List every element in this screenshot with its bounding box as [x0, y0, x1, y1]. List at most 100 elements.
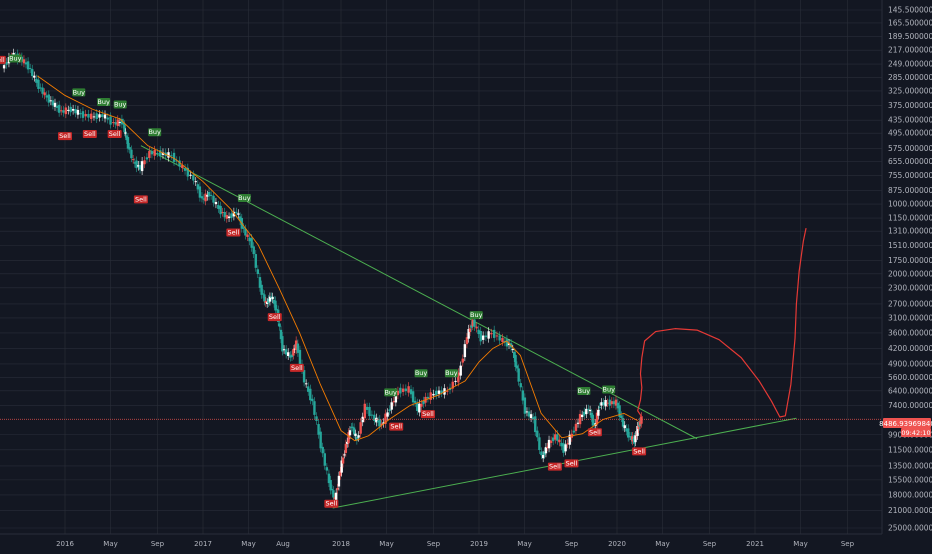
sell-signal: Sell: [267, 313, 282, 322]
candle-body: [290, 354, 294, 358]
candle-body: [566, 443, 569, 445]
candle-body: [145, 157, 149, 160]
candle-body: [87, 113, 90, 118]
sell-signal-badge: [58, 132, 72, 141]
candle-body: [529, 414, 533, 419]
price-axis-panel[interactable]: [882, 0, 932, 550]
candle-body: [490, 332, 493, 335]
candle-body: [420, 403, 423, 407]
time-tick-label: Sep: [565, 540, 579, 548]
candle-body: [278, 323, 281, 327]
candle-body: [235, 211, 238, 214]
candle-body: [284, 349, 288, 355]
sell-signal-badge: [587, 428, 602, 437]
candle-body: [365, 406, 369, 410]
candle-body: [554, 434, 557, 440]
price-tick-label: 2700.00000000: [888, 299, 932, 308]
candle-body: [432, 393, 435, 396]
candle-body: [640, 416, 643, 424]
time-tick-label: 2017: [194, 540, 212, 548]
price-tick-label: 1000.00000000: [888, 200, 932, 209]
candle-body: [519, 383, 522, 388]
candle-body: [595, 412, 599, 425]
candle-body: [95, 113, 98, 120]
candle-body: [202, 198, 206, 200]
candle-body: [319, 431, 322, 449]
candle-body: [514, 354, 517, 367]
sell-signal: Sell: [389, 422, 404, 431]
candle-body: [138, 165, 142, 170]
candle-body: [568, 434, 571, 445]
price-tick-label: 21000.00000000: [888, 506, 932, 515]
price-tick-label: 2300.00000000: [888, 283, 932, 292]
candle-body: [340, 460, 343, 473]
sell-signal-badge: [0, 55, 6, 64]
candle-body: [125, 135, 128, 141]
candle-body: [344, 443, 348, 453]
time-axis-panel[interactable]: [0, 534, 882, 550]
candle-body: [546, 446, 549, 448]
candle-body: [148, 151, 151, 158]
candle-body: [355, 436, 359, 441]
candle-body: [268, 296, 272, 302]
candle-body: [339, 471, 342, 476]
candle-body: [214, 201, 218, 205]
candle-body: [181, 165, 184, 169]
candle-body: [614, 399, 618, 406]
candle-body: [621, 418, 625, 427]
sell-signal-badge: [547, 462, 562, 471]
price-tick-label: 1310.00000000: [888, 227, 932, 236]
buy-signal-text: Buy: [73, 88, 86, 96]
candle-body: [477, 329, 480, 335]
buy-signal: Buy: [384, 388, 398, 397]
candle-body: [547, 439, 551, 449]
sell-signal-badge: [420, 410, 435, 419]
candle-body: [238, 216, 242, 222]
candle-body: [386, 412, 389, 417]
candle-body: [525, 411, 529, 413]
candle-body: [368, 406, 371, 417]
candle-body: [523, 397, 527, 414]
candle-body: [382, 422, 385, 424]
buy-signal-badge: [148, 128, 162, 137]
candle-body: [540, 451, 543, 456]
price-tick-label: 11500.00000000: [888, 445, 932, 454]
candle-body: [495, 335, 499, 337]
candle-body: [60, 110, 63, 112]
candle-body: [298, 349, 302, 366]
candle-body: [454, 380, 457, 382]
candle-body: [329, 480, 332, 491]
candle-body: [178, 160, 181, 167]
candle-body: [313, 401, 316, 415]
candle-body: [346, 441, 349, 444]
candle-body: [562, 443, 565, 453]
price-tick-label: 3600.00000000: [888, 328, 932, 337]
candle-body: [112, 122, 115, 124]
sell-signal: Sell: [547, 462, 562, 471]
candle-body: [124, 132, 127, 134]
candle-body: [416, 402, 419, 411]
candle-body: [512, 352, 516, 358]
candle-body: [527, 411, 531, 417]
candle-body: [604, 399, 607, 407]
candle-body: [636, 425, 639, 436]
candle-body: [248, 237, 251, 242]
candle-body: [404, 388, 408, 392]
price-tick-label: 6400.00000000: [888, 386, 932, 395]
price-tick-label: 189.50000000: [888, 32, 932, 41]
price-tick-label: 13500.00000000: [888, 461, 932, 470]
candle-body: [260, 284, 263, 295]
candle-body: [261, 293, 265, 295]
candle-body: [256, 269, 260, 275]
candle-body: [378, 419, 382, 427]
price-tick-label: 5600.00000000: [888, 373, 932, 382]
sell-signal-text: Sell: [390, 423, 402, 431]
candle-body: [206, 195, 209, 197]
candle-body: [33, 75, 36, 78]
candle-body: [411, 391, 415, 403]
candle-body: [279, 329, 283, 340]
candle-body: [468, 328, 472, 333]
